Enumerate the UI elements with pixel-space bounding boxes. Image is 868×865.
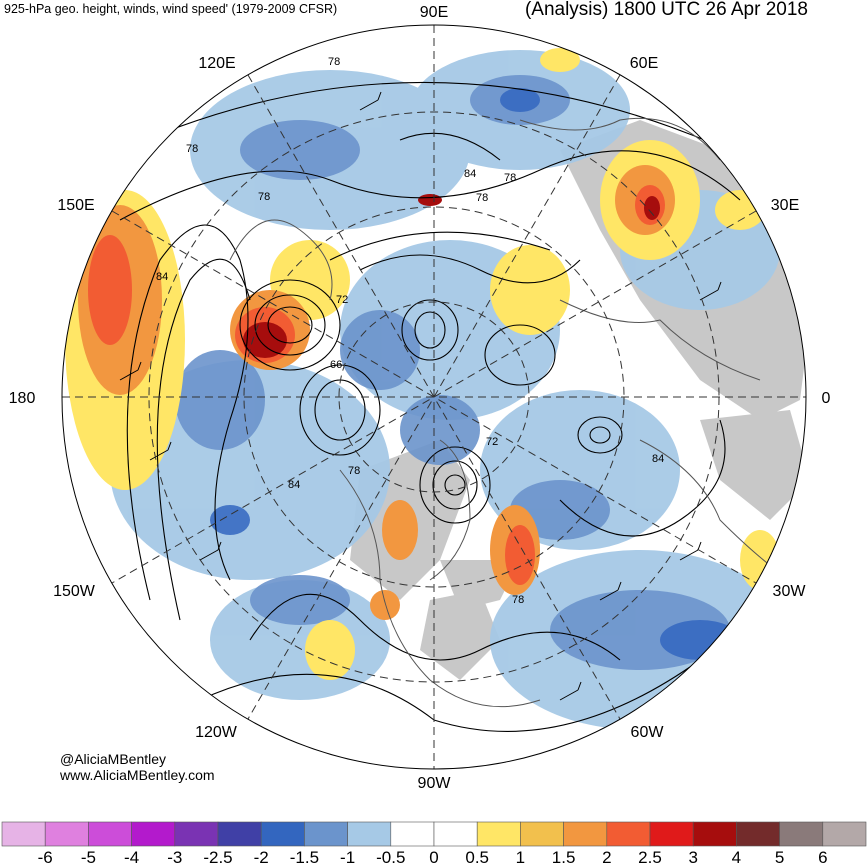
lon-label-120e: 120E: [198, 55, 235, 72]
analysis-time-title: (Analysis) 1800 UTC 26 Apr 2018: [524, 0, 808, 20]
contour-label: 84: [288, 479, 300, 491]
lon-label-180: 180: [9, 390, 36, 407]
lon-label-90w: 90W: [418, 775, 452, 792]
colorbar-swatch: [822, 821, 867, 847]
colorbar-tick-label: -5: [81, 848, 96, 865]
lon-label-0: 0: [822, 390, 831, 407]
colorbar-swatch: [520, 821, 564, 847]
colorbar-tick-label: -3: [167, 848, 182, 865]
wind-anomaly-shading: [65, 48, 790, 730]
colorbar-swatch: [131, 821, 176, 847]
contour-labels: 78 78 84 78 78 84 72 66 78 84 72 78 84 7…: [156, 56, 664, 606]
lon-label-30w: 30W: [773, 583, 807, 600]
colorbar-tick-label: -4: [124, 848, 139, 865]
colorbar-tick-label: 4: [732, 848, 741, 865]
contour-label: 78: [512, 594, 524, 606]
colorbar-tick-label: -1: [340, 848, 355, 865]
colorbar-tick-label: 0: [429, 848, 438, 865]
lon-label-30e: 30E: [771, 197, 799, 214]
graticule: [62, 25, 806, 769]
contour-label: 78: [476, 192, 488, 204]
colorbar-tick-label: 6: [818, 848, 827, 865]
lon-label-150w: 150W: [53, 583, 96, 600]
contour-label: 78: [258, 191, 270, 203]
credit-handle: @AliciaMBentley: [60, 751, 167, 767]
contour-label: 84: [652, 453, 664, 465]
colorbar-swatch: [736, 821, 780, 847]
lon-label-150e: 150E: [57, 197, 94, 214]
colorbar-swatch: [217, 821, 262, 847]
colorbar-tick-label: -2: [254, 848, 269, 865]
contour-label: 78: [348, 465, 360, 477]
lon-label-60e: 60E: [630, 55, 658, 72]
colorbar-swatch: [433, 821, 478, 847]
colorbar-tick-label: -2.5: [203, 848, 232, 865]
wind-barbs: [119, 91, 722, 701]
contour-label: 84: [156, 271, 168, 283]
colorbar-tick-label: -6: [38, 848, 53, 865]
colorbar-swatch: [88, 821, 132, 847]
lon-label-90e: 90E: [420, 4, 448, 21]
contour-label: 72: [336, 294, 348, 306]
colorbar-tick-label: 1: [516, 848, 525, 865]
colorbar-swatch: [304, 821, 348, 847]
colorbar-swatch: [476, 821, 521, 847]
lon-label-120w: 120W: [195, 724, 238, 741]
colorbar-tick-label: -0.5: [376, 848, 405, 865]
colorbar-tick-label: 0.5: [465, 848, 489, 865]
colorbar-swatch: [1, 821, 46, 847]
colorbar: -6 -5 -4 -3 -2.5 -2 -1.5 -1 -0.5 0 0.5 1 1.5 2 2.5 3 4 5 6: [1, 821, 867, 865]
contour-label: 78: [186, 143, 198, 155]
colorbar-swatch: [779, 821, 824, 847]
contour-label: 66: [330, 359, 342, 371]
contour-label: 78: [504, 172, 516, 184]
colorbar-tick-label: 2.5: [638, 848, 662, 865]
colorbar-tick-label: 5: [775, 848, 784, 865]
credit-website: www.AliciaMBentley.com: [60, 767, 215, 783]
colorbar-tick-label: 1.5: [552, 848, 576, 865]
colorbar-swatch: [390, 821, 435, 847]
colorbar-swatch: [649, 821, 694, 847]
contour-label: 84: [464, 168, 476, 180]
contour-label: 72: [486, 436, 498, 448]
colorbar-swatch: [563, 821, 608, 847]
map-boundary: [61, 24, 807, 770]
colorbar-swatch: [347, 821, 392, 847]
colorbar-swatch: [692, 821, 737, 847]
map-title: 925-hPa geo. height, winds, wind speed' …: [4, 2, 338, 16]
map-disk: [62, 25, 806, 769]
colorbar-swatch: [44, 821, 89, 847]
colorbar-tick-label: -1.5: [290, 848, 319, 865]
colorbar-swatch: [606, 821, 651, 847]
colorbar-tick-label: 2: [602, 848, 611, 865]
colorbar-swatch: [260, 821, 305, 847]
lon-label-60w: 60W: [631, 724, 665, 741]
colorbar-swatch: [174, 821, 219, 847]
colorbar-tick-label: 3: [688, 848, 697, 865]
contour-label: 78: [328, 56, 340, 68]
